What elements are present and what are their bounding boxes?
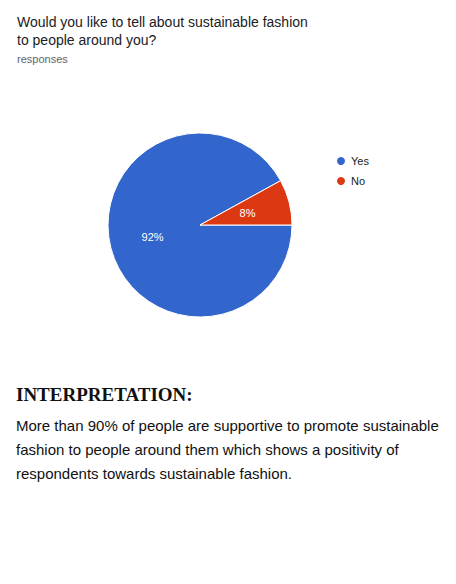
svg-text:to people around you?: to people around you? <box>17 32 157 48</box>
svg-text:Would you like to tell about s: Would you like to tell about sustainable… <box>17 14 308 30</box>
svg-text:8%: 8% <box>240 207 256 219</box>
svg-text:responses: responses <box>17 53 68 65</box>
svg-text:92%: 92% <box>142 231 164 243</box>
svg-text:No: No <box>351 175 365 187</box>
svg-text:Yes: Yes <box>351 155 369 167</box>
html-text:More than 90% of people are su: More than 90% of people are supportive t… <box>16 417 439 482</box>
html-text:INTERPRETATION:: INTERPRETATION: <box>16 384 193 405</box>
